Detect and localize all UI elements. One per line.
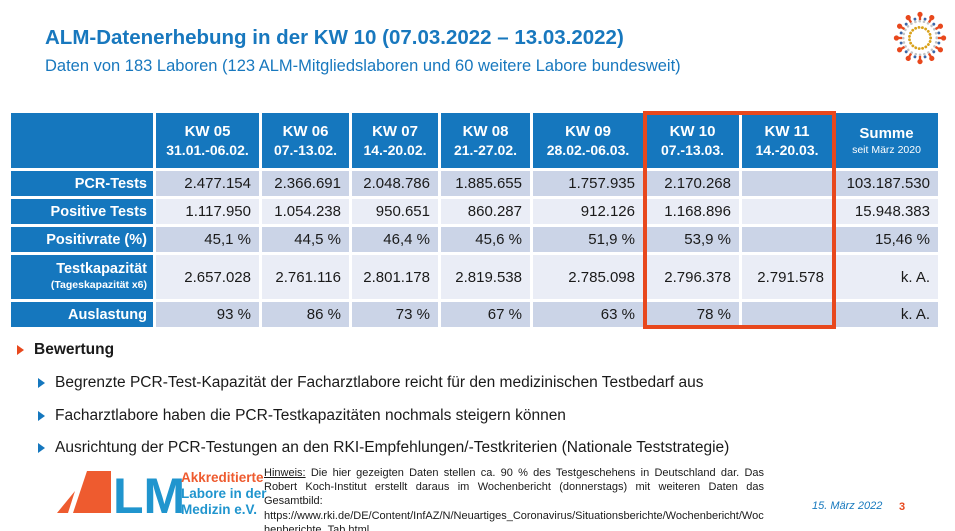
table-cell: 2.796.378 (646, 255, 739, 299)
col-header-kw05: KW 05 31.01.-06.02. (156, 113, 259, 168)
table-cell: 1.168.896 (646, 199, 739, 224)
table-row-testkapazitaet: Testkapazität (Tageskapazität x6) 2.657.… (11, 255, 938, 299)
bewertung-bullet-1: Begrenzte PCR-Test-Kapazität der Facharz… (38, 374, 703, 392)
table-cell: 15.948.383 (835, 199, 938, 224)
bullet-text: Begrenzte PCR-Test-Kapazität der Facharz… (55, 374, 704, 391)
table-cell: 2.791.578 (742, 255, 832, 299)
logo-line-3: Medizin e.V. (181, 502, 258, 517)
logo-line-2: Labore in der (181, 486, 267, 501)
col-header-kw11: KW 11 14.-20.03. (742, 113, 832, 168)
table-cell: 2.761.116 (262, 255, 349, 299)
table-cell: k. A. (835, 302, 938, 327)
col-header-kw08: KW 08 21.-27.02. (441, 113, 530, 168)
table-cell: 2.657.028 (156, 255, 259, 299)
table-cell: 46,4 % (352, 227, 438, 252)
table-cell: 51,9 % (533, 227, 643, 252)
hinweis-text: Die hier gezeigten Daten stellen ca. 90 … (264, 467, 765, 508)
data-table: KW 05 31.01.-06.02. KW 06 07.-13.02. KW … (8, 110, 941, 330)
col-header-kw09: KW 09 28.02.-06.03. (533, 113, 643, 168)
row-label-testkapazitaet: Testkapazität (Tageskapazität x6) (11, 255, 153, 299)
bullet-text: Ausrichtung der PCR-Testungen an den RKI… (55, 439, 730, 456)
table-cell: 78 % (646, 302, 739, 327)
col-header-kw07: KW 07 14.-20.02. (352, 113, 438, 168)
svg-text:LM: LM (113, 469, 185, 519)
row-label-auslastung: Auslastung (11, 302, 153, 327)
triangle-right-icon (17, 345, 24, 355)
triangle-right-icon (38, 411, 45, 421)
table-header-row: KW 05 31.01.-06.02. KW 06 07.-13.02. KW … (11, 113, 938, 168)
col-header-kw06: KW 06 07.-13.02. (262, 113, 349, 168)
table-row-pcr-tests: PCR-Tests 2.477.154 2.366.691 2.048.786 … (11, 171, 938, 196)
row-label-positive-tests: Positive Tests (11, 199, 153, 224)
table-cell: 93 % (156, 302, 259, 327)
row-label-positivrate: Positivrate (%) (11, 227, 153, 252)
table-cell: 1.885.655 (441, 171, 530, 196)
page-title: ALM-Datenerhebung in der KW 10 (07.03.20… (45, 26, 624, 49)
logo-line-1: Akkreditierte (181, 470, 264, 485)
coronavirus-icon (892, 10, 948, 66)
triangle-right-icon (38, 378, 45, 388)
table-cell: 2.785.098 (533, 255, 643, 299)
hinweis-label: Hinweis: (264, 467, 306, 479)
bullet-text: Facharztlabore haben die PCR-Testkapazit… (55, 407, 566, 424)
table-cell: 63 % (533, 302, 643, 327)
bewertung-bullet-3: Ausrichtung der PCR-Testungen an den RKI… (38, 439, 729, 457)
table-cell (742, 171, 832, 196)
table-cell: 2.819.538 (441, 255, 530, 299)
table-cell: 912.126 (533, 199, 643, 224)
table-cell: 73 % (352, 302, 438, 327)
table-cell: 45,6 % (441, 227, 530, 252)
table-cell: 2.048.786 (352, 171, 438, 196)
table-cell: 53,9 % (646, 227, 739, 252)
table-cell: 1.117.950 (156, 199, 259, 224)
alm-logo-text: Akkreditierte Labore in der Medizin e.V. (181, 470, 267, 518)
table-cell: 2.366.691 (262, 171, 349, 196)
table-corner-cell (11, 113, 153, 168)
table-row-positive-tests: Positive Tests 1.117.950 1.054.238 950.6… (11, 199, 938, 224)
bewertung-bullet-2: Facharztlabore haben die PCR-Testkapazit… (38, 407, 566, 425)
table-row-auslastung: Auslastung 93 % 86 % 73 % 67 % 63 % 78 %… (11, 302, 938, 327)
page-number: 3 (899, 501, 906, 513)
row-label-pcr-tests: PCR-Tests (11, 171, 153, 196)
table-cell: 2.477.154 (156, 171, 259, 196)
triangle-right-icon (38, 443, 45, 453)
table-cell (742, 302, 832, 327)
slide-date: 15. März 2022 (812, 500, 883, 512)
table-cell: 67 % (441, 302, 530, 327)
hinweis-note: Hinweis: Die hier gezeigten Daten stelle… (264, 466, 764, 531)
table-cell: 45,1 % (156, 227, 259, 252)
table-cell: 1.054.238 (262, 199, 349, 224)
table-cell: 86 % (262, 302, 349, 327)
table-cell: 860.287 (441, 199, 530, 224)
table-cell: 950.651 (352, 199, 438, 224)
bewertung-heading: Bewertung (17, 341, 114, 359)
table-cell: 103.187.530 (835, 171, 938, 196)
table-cell (742, 199, 832, 224)
col-header-kw10: KW 10 07.-13.03. (646, 113, 739, 168)
rki-url-text: https://www.rki.de/DE/Content/InfAZ/N/Ne… (264, 509, 764, 531)
table-cell (742, 227, 832, 252)
alm-logo-icon: LM (57, 469, 185, 519)
table-cell: 44,5 % (262, 227, 349, 252)
table-cell: 1.757.935 (533, 171, 643, 196)
page-subtitle: Daten von 183 Laboren (123 ALM-Mitglieds… (45, 57, 681, 75)
col-header-summe: Summe seit März 2020 (835, 113, 938, 168)
table-cell: k. A. (835, 255, 938, 299)
table-row-positivrate: Positivrate (%) 45,1 % 44,5 % 46,4 % 45,… (11, 227, 938, 252)
table-cell: 15,46 % (835, 227, 938, 252)
bewertung-heading-label: Bewertung (34, 341, 115, 358)
table-cell: 2.801.178 (352, 255, 438, 299)
table-cell: 2.170.268 (646, 171, 739, 196)
